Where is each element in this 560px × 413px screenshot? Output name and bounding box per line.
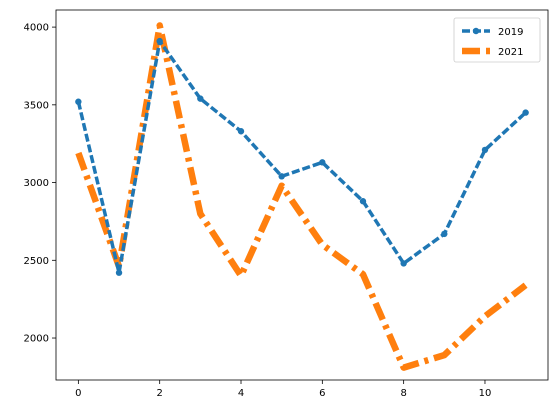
point-2019-2 [156,37,163,45]
x-tick-label: 10 [479,388,492,399]
point-2019-1 [115,269,123,276]
series-line-2019 [76,39,527,275]
point-2019-8 [400,260,407,267]
point-2019-10 [481,146,489,154]
y-tick-label: 3000 [24,178,49,189]
plot-frame [55,9,549,381]
x-tick-label: 8 [400,388,406,399]
y-axis: 2000 2500 3000 3500 4000 [24,23,56,345]
legend: 2019 2021 [453,17,541,63]
point-2019-11 [522,109,529,116]
legend-box [453,17,541,63]
series-layer [75,22,529,371]
point-2019-5 [278,173,285,180]
point-2019-4 [237,128,245,135]
point-2019-0 [75,98,82,105]
x-tick-label: 6 [319,388,325,399]
y-tick-label: 3500 [24,100,49,111]
point-2019-3 [197,95,204,102]
legend-label-2019: 2019 [498,27,523,38]
point-2019-6 [319,159,326,166]
legend-marker-2019 [472,27,480,35]
legend-label-2021: 2021 [498,47,523,58]
series-line-2021 [75,22,528,371]
x-tick-label: 0 [75,388,81,399]
x-tick-label: 2 [156,388,162,399]
y-tick-label: 2000 [24,334,49,345]
x-tick-label: 4 [238,388,244,399]
y-tick-label: 2500 [24,256,49,267]
point-2019-7 [359,198,367,205]
x-axis: 0 2 4 6 8 10 [75,380,491,399]
point-2019-9 [441,230,448,238]
y-tick-label: 4000 [24,23,49,34]
